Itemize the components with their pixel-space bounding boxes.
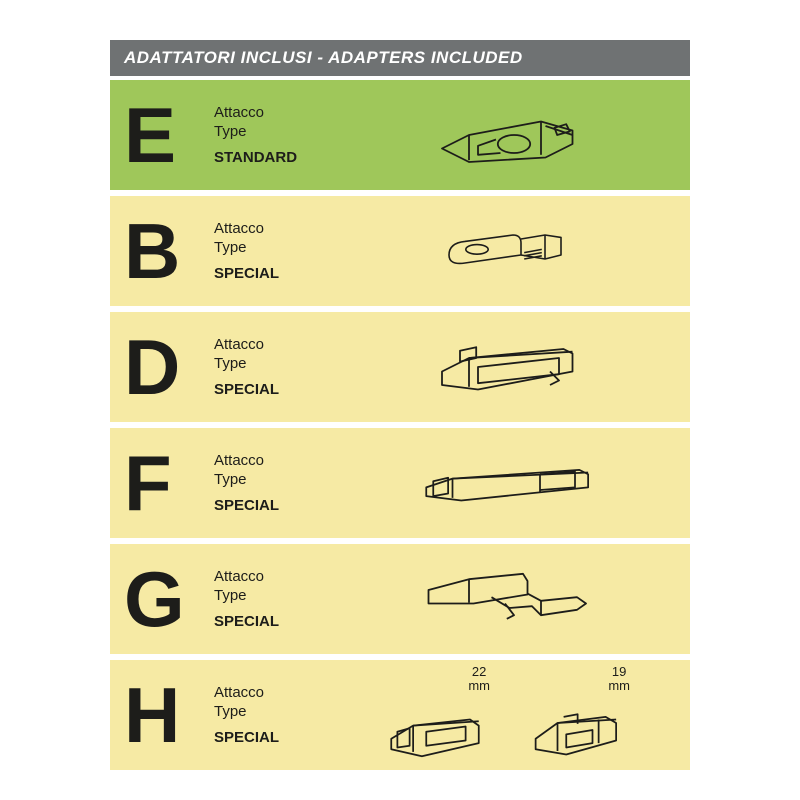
- adapter-h-22: 22 mm: [370, 665, 500, 766]
- adapter-letter: G: [124, 560, 214, 638]
- adapter-h-19: 19 mm: [510, 665, 640, 766]
- type-label-1: Attacco: [214, 567, 334, 587]
- dim-value: 22: [472, 664, 486, 679]
- type-kind: SPECIAL: [214, 264, 334, 284]
- type-label-1: Attacco: [214, 335, 334, 355]
- type-kind: STANDARD: [214, 148, 334, 168]
- dimension-label: 19 mm: [608, 665, 630, 694]
- type-label-2: Type: [214, 702, 334, 722]
- type-block: Attacco Type STANDARD: [214, 103, 334, 168]
- adapter-illustration-f: [334, 436, 676, 530]
- adapter-illustration-h: 22 mm 19 mm: [334, 665, 676, 766]
- adapter-illustration-e: [334, 88, 676, 182]
- header-bar: ADATTATORI INCLUSI - ADAPTERS INCLUDED: [110, 40, 690, 76]
- type-block: Attacco Type SPECIAL: [214, 335, 334, 400]
- type-block: Attacco Type SPECIAL: [214, 219, 334, 284]
- adapter-illustration-d: [334, 320, 676, 414]
- type-label-1: Attacco: [214, 683, 334, 703]
- adapter-row-e: E Attacco Type STANDARD: [110, 80, 690, 190]
- type-block: Attacco Type SPECIAL: [214, 683, 334, 748]
- type-block: Attacco Type SPECIAL: [214, 567, 334, 632]
- type-block: Attacco Type SPECIAL: [214, 451, 334, 516]
- type-label-2: Type: [214, 122, 334, 142]
- type-kind: SPECIAL: [214, 380, 334, 400]
- adapter-row-f: F Attacco Type SPECIAL: [110, 428, 690, 538]
- type-label-1: Attacco: [214, 219, 334, 239]
- type-label-1: Attacco: [214, 103, 334, 123]
- adapter-letter: D: [124, 328, 214, 406]
- type-label-2: Type: [214, 354, 334, 374]
- adapter-letter: B: [124, 212, 214, 290]
- adapter-row-h: H Attacco Type SPECIAL 22 mm: [110, 660, 690, 770]
- adapter-row-d: D Attacco Type SPECIAL: [110, 312, 690, 422]
- type-kind: SPECIAL: [214, 612, 334, 632]
- adapter-illustration-b: [334, 204, 676, 298]
- dim-unit: mm: [608, 678, 630, 693]
- type-label-2: Type: [214, 586, 334, 606]
- adapter-row-g: G Attacco Type SPECIAL: [110, 544, 690, 654]
- type-label-1: Attacco: [214, 451, 334, 471]
- header-text: ADATTATORI INCLUSI - ADAPTERS INCLUDED: [124, 48, 523, 67]
- adapter-letter: E: [124, 96, 214, 174]
- adapter-row-b: B Attacco Type SPECIAL: [110, 196, 690, 306]
- adapter-letter: H: [124, 676, 214, 754]
- dim-value: 19: [612, 664, 626, 679]
- type-label-2: Type: [214, 238, 334, 258]
- type-kind: SPECIAL: [214, 728, 334, 748]
- adapter-rows: E Attacco Type STANDARD B At: [110, 80, 690, 770]
- dimension-label: 22 mm: [468, 665, 490, 694]
- adapter-letter: F: [124, 444, 214, 522]
- adapter-illustration-g: [334, 552, 676, 646]
- type-label-2: Type: [214, 470, 334, 490]
- type-kind: SPECIAL: [214, 496, 334, 516]
- dim-unit: mm: [468, 678, 490, 693]
